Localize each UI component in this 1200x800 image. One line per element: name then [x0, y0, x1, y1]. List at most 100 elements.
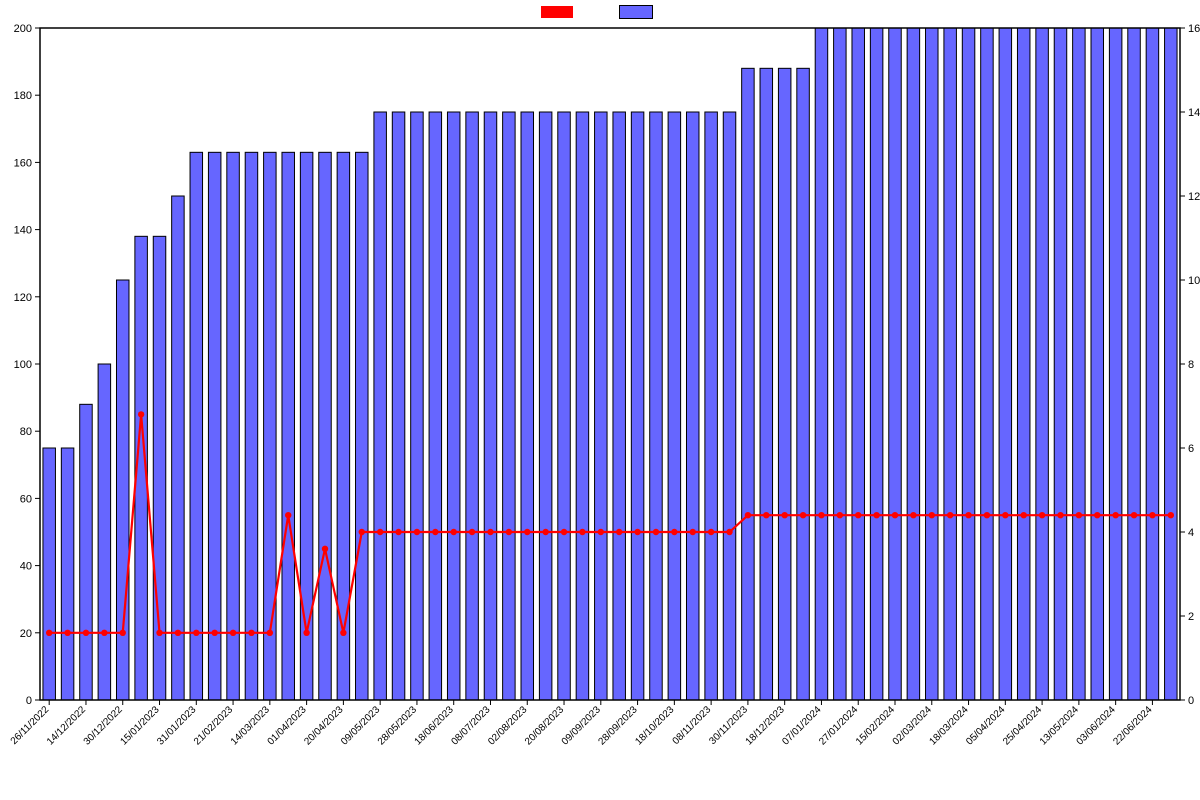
line-marker — [781, 512, 787, 518]
y-left-tick-label: 100 — [14, 359, 32, 371]
line-marker — [248, 630, 254, 636]
bar — [705, 112, 718, 700]
bar — [411, 112, 424, 700]
line-marker — [929, 512, 935, 518]
y-right-tick-label: 14 — [1188, 107, 1200, 119]
line-marker — [285, 512, 291, 518]
line-marker — [156, 630, 162, 636]
bar — [870, 28, 883, 700]
line-marker — [984, 512, 990, 518]
bar — [576, 112, 589, 700]
bar — [944, 28, 957, 700]
line-marker — [230, 630, 236, 636]
bar — [815, 28, 828, 700]
line-marker — [634, 529, 640, 535]
line-marker — [414, 529, 420, 535]
y-right-tick-label: 10 — [1188, 275, 1200, 287]
bar — [447, 112, 460, 700]
y-left-tick-label: 0 — [26, 695, 32, 707]
line-marker — [837, 512, 843, 518]
line-marker — [561, 529, 567, 535]
bar — [778, 68, 791, 700]
line-marker — [598, 529, 604, 535]
legend-item-bar — [619, 5, 659, 19]
bar — [797, 68, 810, 700]
line-marker — [763, 512, 769, 518]
line-marker — [910, 512, 916, 518]
line-marker — [451, 529, 457, 535]
line-marker — [1094, 512, 1100, 518]
y-right-tick-label: 8 — [1188, 359, 1194, 371]
bar — [962, 28, 975, 700]
line-marker — [892, 512, 898, 518]
y-right-tick-label: 2 — [1188, 611, 1194, 623]
bar — [429, 112, 442, 700]
y-left-tick-label: 40 — [20, 561, 32, 573]
bar — [1165, 28, 1178, 700]
legend-swatch-line — [541, 6, 573, 18]
line-marker — [873, 512, 879, 518]
bar — [558, 112, 571, 700]
x-tick-label: 18/10/2023 — [633, 704, 676, 747]
bar — [98, 364, 111, 700]
bar — [613, 112, 626, 700]
y-left-tick-label: 180 — [14, 90, 32, 102]
y-right-tick-label: 6 — [1188, 443, 1194, 455]
line-marker — [101, 630, 107, 636]
bar — [852, 28, 865, 700]
bar — [999, 28, 1012, 700]
line-marker — [800, 512, 806, 518]
y-left-tick-label: 20 — [20, 628, 32, 640]
bar — [631, 112, 644, 700]
line-marker — [1112, 512, 1118, 518]
bar — [650, 112, 663, 700]
line-marker — [616, 529, 622, 535]
bar — [668, 112, 681, 700]
line-marker — [487, 529, 493, 535]
line-marker — [322, 546, 328, 552]
bar — [245, 152, 258, 700]
bar — [61, 448, 74, 700]
bar — [392, 112, 405, 700]
line-marker — [46, 630, 52, 636]
bar — [282, 152, 295, 700]
line-marker — [542, 529, 548, 535]
bar — [723, 112, 736, 700]
line-marker — [395, 529, 401, 535]
legend-item-line — [541, 5, 579, 19]
bar — [981, 28, 994, 700]
line-marker — [965, 512, 971, 518]
bar — [356, 152, 369, 700]
y-left-tick-label: 80 — [20, 426, 32, 438]
y-left-tick-label: 160 — [14, 157, 32, 169]
x-tick-label: 08/11/2023 — [671, 704, 714, 747]
line-marker — [1002, 512, 1008, 518]
line-marker — [267, 630, 273, 636]
line-marker — [138, 411, 144, 417]
bar — [319, 152, 332, 700]
bar — [907, 28, 920, 700]
y-right-tick-label: 0 — [1188, 695, 1194, 707]
bar — [1073, 28, 1086, 700]
bar — [264, 152, 277, 700]
line-marker — [506, 529, 512, 535]
line-marker — [175, 630, 181, 636]
line-marker — [359, 529, 365, 535]
line-marker — [1131, 512, 1137, 518]
line-marker — [671, 529, 677, 535]
line-marker — [193, 630, 199, 636]
bar — [1091, 28, 1104, 700]
line-marker — [120, 630, 126, 636]
x-tick-label: 22/06/2024 — [1111, 704, 1154, 747]
bar — [889, 28, 902, 700]
y-left-tick-label: 140 — [14, 225, 32, 237]
bar — [1146, 28, 1159, 700]
line-marker — [1168, 512, 1174, 518]
bar — [686, 112, 699, 700]
bar — [1036, 28, 1049, 700]
bar — [595, 112, 608, 700]
bar — [208, 152, 221, 700]
line-marker — [377, 529, 383, 535]
line-marker — [855, 512, 861, 518]
line-marker — [1076, 512, 1082, 518]
